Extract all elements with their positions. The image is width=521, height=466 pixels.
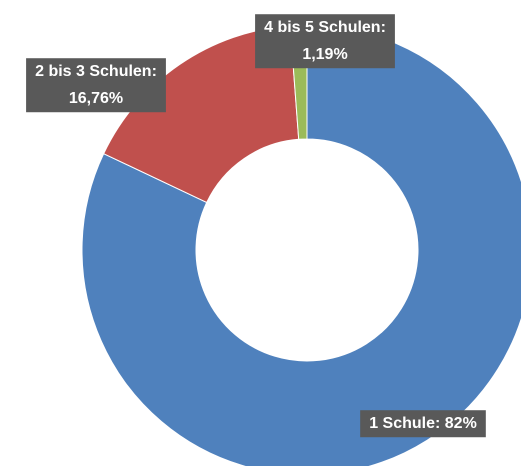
data-label-value: 1,19% bbox=[302, 46, 347, 63]
data-label-category: 1 Schule: bbox=[369, 415, 440, 432]
data-label-category: 2 bis 3 Schulen: bbox=[35, 63, 157, 80]
data-label-box bbox=[26, 58, 166, 113]
data-label: 2 bis 3 Schulen: 16,76% bbox=[26, 58, 166, 113]
data-label-value: 82% bbox=[445, 415, 477, 432]
data-label-value: 16,76% bbox=[69, 90, 123, 107]
data-label-category: 4 bis 5 Schulen: bbox=[264, 19, 386, 36]
data-label-box bbox=[360, 410, 486, 438]
data-label-text: 1 Schule: 82% bbox=[369, 415, 477, 432]
donut-slice bbox=[81, 24, 521, 466]
data-label: 1 Schule: 82% bbox=[360, 410, 486, 438]
data-label-box bbox=[255, 14, 395, 69]
data-label: 4 bis 5 Schulen: 1,19% bbox=[255, 14, 395, 69]
